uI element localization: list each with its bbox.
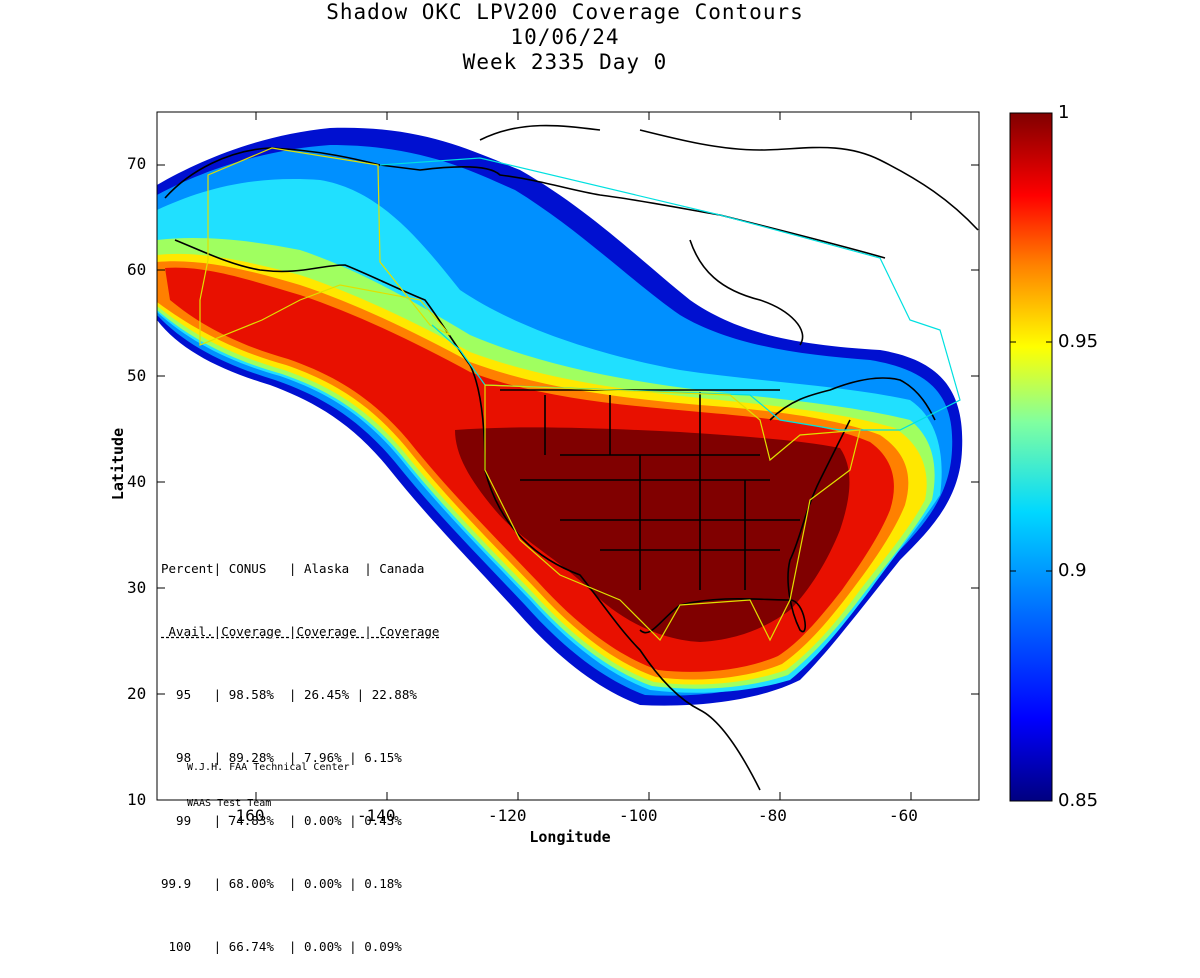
stats-row: 98 | 89.28% | 7.96% | 6.15% [161,750,402,765]
y-tick-label: 60 [127,260,147,279]
region-boundaries [199,147,961,642]
plot-frame [156,111,980,801]
x-tick-label: -80 [758,806,787,825]
y-tick-label: 20 [127,684,147,703]
stats-row: 99 | 74.83% | 0.00% | 0.43% [161,813,402,828]
colorbar-tick-label: 0.85 [1058,790,1099,811]
y-tick-label: 70 [127,154,147,173]
stats-row: 95 | 98.58% | 26.45% | 22.88% [161,687,417,702]
y-tick-label: 10 [127,790,147,809]
colorbar-tick-label: 1 [1058,102,1070,123]
colorbar-tick-label: 0.95 [1058,331,1099,352]
colorbar [1009,112,1053,802]
x-tick-label: -60 [889,806,918,825]
chart-title: Shadow OKC LPV200 Coverage Contours 10/0… [0,0,1130,75]
alaska-boundary [199,147,451,346]
credit-line-1: W.J.H. FAA Technical Center [187,762,350,773]
coverage-map [156,111,1053,802]
colorbar-ticks [1010,341,1052,572]
axis-ticks [157,112,979,800]
stats-header: Percent| CONUS | Alaska | Canada [161,561,425,576]
coverage-contours [157,127,963,706]
colorbar-tick-label: 0.9 [1058,560,1087,581]
x-tick-label: -160 [226,806,265,825]
conus-boundary [484,384,861,642]
x-axis-label: Longitude [529,828,611,846]
x-tick-label: -140 [357,806,396,825]
y-tick-label: 30 [127,578,147,597]
stats-row: 100 | 66.74% | 0.00% | 0.09% [161,939,402,954]
credit-text: W.J.H. FAA Technical Center WAAS Test Te… [187,738,350,822]
y-axis-label: Latitude [109,427,127,501]
title-line-1: Shadow OKC LPV200 Coverage Contours [326,0,804,24]
x-tick-label: -100 [619,806,658,825]
stats-header: Avail.|Coverage |Coverage | Coverage [161,624,440,639]
title-line-2: 10/06/24 [510,25,620,49]
x-tick-label: -120 [488,806,527,825]
title-line-3: Week 2335 Day 0 [462,50,668,74]
credit-line-2: WAAS Test Team [187,798,272,809]
y-tick-label: 50 [127,366,147,385]
contour-1.00 [455,427,850,642]
stats-row: 99.9 | 68.00% | 0.00% | 0.18% [161,876,402,891]
y-tick-label: 40 [127,472,147,491]
